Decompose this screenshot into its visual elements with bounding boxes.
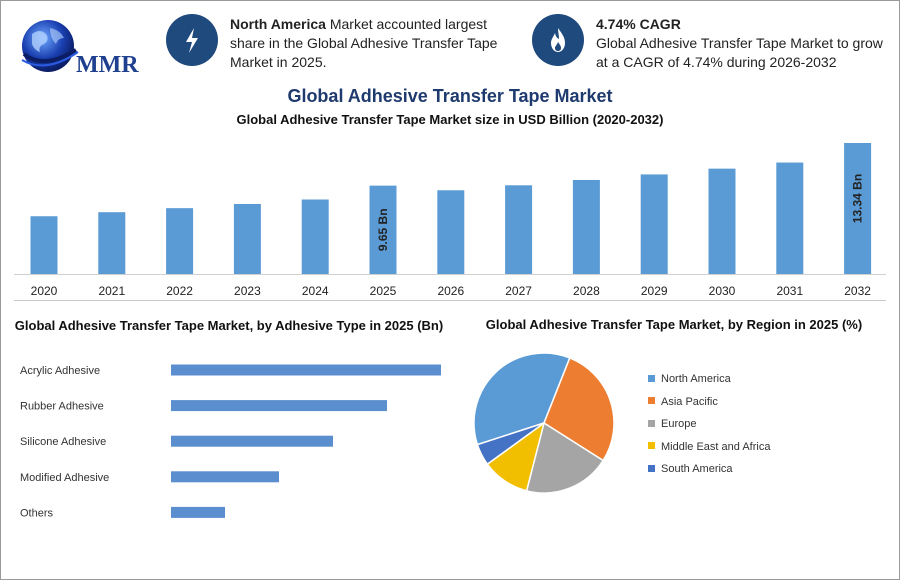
legend-swatch (648, 397, 655, 405)
legend-item-asia-pacific: Asia Pacific (648, 396, 718, 408)
x-tick-2023: 2023 (234, 284, 261, 298)
region-chart-title: Global Adhesive Transfer Tape Market, by… (485, 317, 863, 332)
hbar-label-others: Others (20, 507, 54, 519)
legend-item-europe: Europe (648, 418, 696, 430)
legend-label: North America (661, 373, 731, 385)
x-tick-2020: 2020 (31, 284, 58, 298)
legend-swatch (648, 464, 655, 472)
pie-slice-asia-pacific (543, 356, 615, 462)
info-card-cagr: 4.74% CAGR Global Adhesive Transfer Tape… (596, 15, 891, 72)
x-tick-2022: 2022 (166, 284, 193, 298)
x-tick-2031: 2031 (776, 284, 803, 298)
data-label-2032: 13.34 Bn (851, 174, 865, 223)
info-card-2-bold: 4.74% CAGR (596, 16, 681, 32)
x-tick-2025: 2025 (370, 284, 397, 298)
pie-slice-south-america (476, 422, 545, 466)
bar-2031 (776, 162, 804, 274)
x-tick-2030: 2030 (709, 284, 736, 298)
bar-2026 (437, 190, 465, 274)
bar-2023 (233, 203, 261, 274)
bar-2029 (640, 174, 668, 274)
mmr-logo: MMR (14, 14, 144, 80)
market-size-bar-chart: 2020 2021 2022 2023 2024 2025 9.65 Bn 2026 2027 2… (14, 143, 886, 298)
legend-swatch (648, 442, 655, 450)
legend-label: Asia Pacific (661, 395, 718, 408)
flame-icon (532, 14, 584, 66)
bar-2025 (369, 185, 397, 274)
bar-chart-title: Global Adhesive Transfer Tape Market siz… (236, 112, 664, 127)
legend-item-south-america: South America (648, 463, 733, 475)
bar-2028 (572, 179, 600, 274)
legend-label: Europe (661, 418, 697, 430)
info-card-1-bold: North America (230, 16, 326, 32)
bar-2027 (505, 185, 533, 274)
data-label-2025: 9.65 Bn (376, 208, 390, 251)
section-divider (14, 300, 886, 301)
legend-item-middle-east-and-africa: Middle East and Africa (648, 441, 770, 453)
hbar-modified-adhesive (171, 471, 279, 483)
bar-2032 (844, 143, 872, 274)
legend-label: South America (661, 463, 733, 475)
x-tick-2032: 2032 (844, 284, 871, 298)
adhesive-type-chart-title: Global Adhesive Transfer Tape Market, by… (14, 318, 444, 333)
hbar-rubber-adhesive (171, 400, 387, 412)
hbar-label-modified-adhesive: Modified Adhesive (20, 472, 109, 484)
bar-2022 (166, 208, 194, 274)
lightning-icon (166, 14, 218, 66)
main-title: Global Adhesive Transfer Tape Market (287, 86, 613, 106)
legend-label: Middle East and Africa (661, 440, 771, 453)
info-card-north-america: North America Market accounted largest s… (230, 15, 500, 72)
bar-2021 (98, 212, 126, 274)
bar-2030 (708, 168, 736, 274)
info-card-1-text: Market accounted largest share in the Gl… (230, 16, 498, 70)
hbar-label-acrylic-adhesive: Acrylic Adhesive (20, 365, 100, 377)
adhesive-type-bar-chart: Acrylic Adhesive Rubber Adhesive Silicone … (20, 364, 441, 519)
legend-item-north-america: North America (648, 373, 731, 385)
x-tick-2026: 2026 (437, 284, 464, 298)
x-tick-2024: 2024 (302, 284, 329, 298)
bar-2020 (30, 216, 58, 274)
info-card-2-text: Global Adhesive Transfer Tape Market to … (596, 35, 883, 70)
pie-slice-europe (525, 421, 605, 494)
x-tick-2029: 2029 (641, 284, 668, 298)
pie-slice-north-america (473, 352, 571, 446)
x-tick-2028: 2028 (573, 284, 600, 298)
region-pie-chart (473, 352, 615, 494)
bar-2024 (301, 199, 329, 274)
legend-swatch (648, 374, 655, 382)
hbar-silicone-adhesive (171, 435, 333, 447)
x-tick-2021: 2021 (98, 284, 125, 298)
legend-swatch (648, 419, 655, 427)
logo-text: MMR (76, 52, 139, 78)
hbar-acrylic-adhesive (171, 364, 441, 376)
globe-icon (21, 20, 79, 72)
hbar-label-rubber-adhesive: Rubber Adhesive (20, 401, 104, 413)
hbar-label-silicone-adhesive: Silicone Adhesive (20, 436, 106, 448)
x-tick-2027: 2027 (505, 284, 532, 298)
hbar-others (171, 506, 225, 518)
